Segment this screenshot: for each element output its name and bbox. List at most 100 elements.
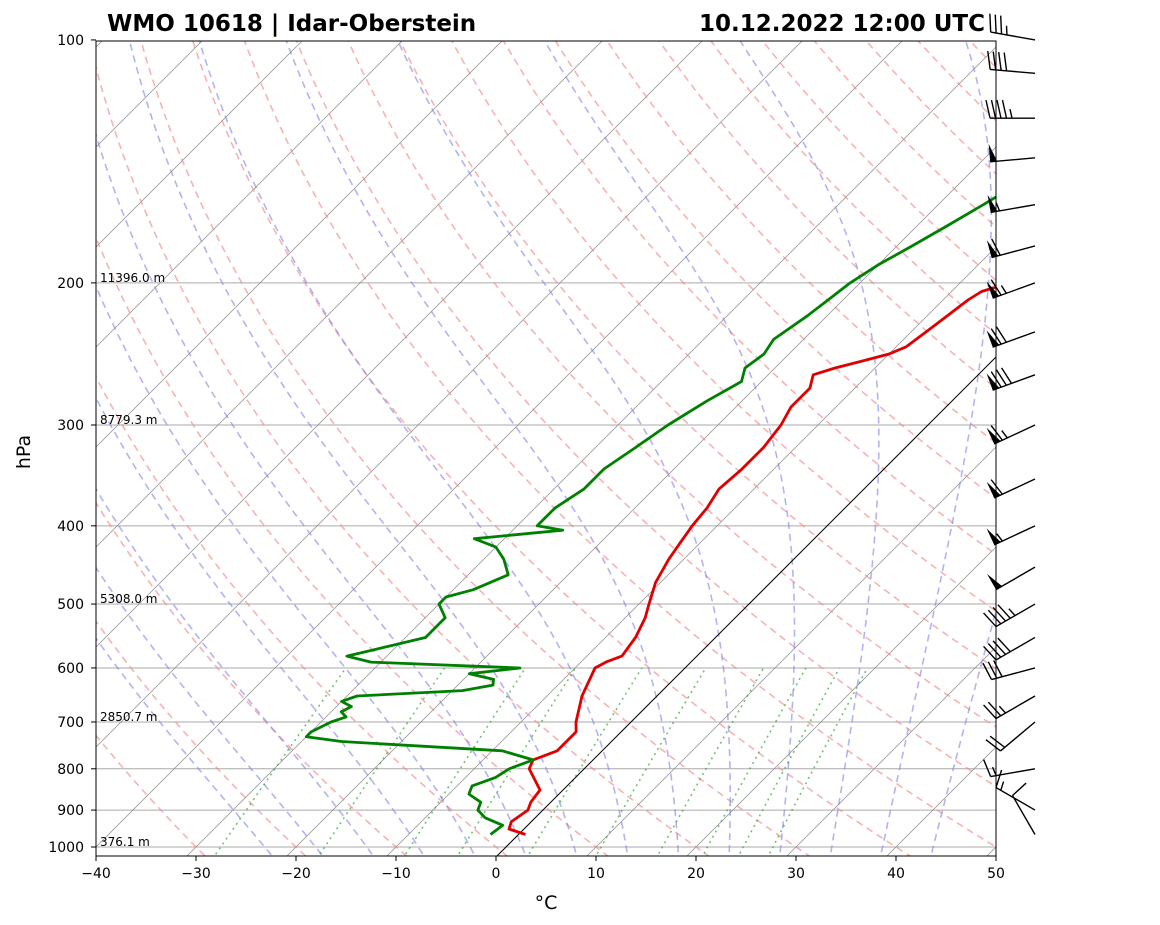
y-tick-label: 1000 [48, 840, 84, 856]
wind-barb [985, 99, 1035, 119]
wind-barb-flag [997, 637, 1011, 653]
y-tick-label: 800 [57, 762, 84, 778]
dry-adiabat [347, 41, 996, 729]
mixing-ratio-line [767, 667, 869, 856]
wind-barb-flag [992, 640, 1007, 655]
moist-adiabat [397, 41, 731, 856]
wind-barb-staff [991, 245, 1036, 259]
mixing-ratio-line [317, 667, 446, 856]
plot-frame [95, 40, 997, 857]
x-tick-label: −40 [81, 866, 111, 882]
wind-barb-flag [989, 735, 1006, 748]
isotherm-line [286, 146, 996, 856]
wind-barb-staff [1011, 795, 1036, 835]
dry-adiabat [968, 41, 996, 69]
dry-adiabat [96, 235, 610, 856]
wind-barb [986, 279, 1036, 299]
height-label: 8779.3 m [100, 413, 158, 427]
x-tick-label: −30 [181, 866, 211, 882]
dry-adiabat [96, 375, 509, 856]
dry-adiabat [243, 41, 996, 848]
dry-adiabat [813, 41, 996, 228]
wind-barb-flag [990, 99, 997, 119]
sounding-series [304, 195, 996, 836]
wind-barb-flag [991, 238, 1001, 256]
isotherm-line [186, 46, 996, 856]
wind-barb-staff [992, 374, 1036, 391]
wind-barb-flag [990, 279, 1002, 296]
wind-barb-flag [983, 612, 997, 628]
isotherm-line [96, 41, 303, 248]
moist-adiabat [96, 284, 476, 856]
wind-barb-half-flag [1008, 608, 1016, 617]
chart-title-datetime: 10.12.2022 12:00 UTC [699, 11, 985, 37]
wind-barb-flag [992, 606, 1007, 622]
wind-barb-flag [998, 52, 1002, 71]
dry-adiabat [450, 41, 996, 613]
wind-barb [986, 367, 1036, 391]
moist-adiabat [96, 396, 425, 856]
wind-barb-flag [983, 704, 997, 719]
wind-barb [982, 660, 1036, 681]
wind-barb-pennant [986, 427, 1001, 445]
wind-barbs [982, 13, 1036, 835]
dry-adiabat [140, 41, 811, 856]
wind-barb-staff [995, 603, 1036, 628]
moist-adiabat [128, 41, 578, 856]
y-tick-label: 200 [57, 276, 84, 292]
wind-barb-pennant [986, 481, 1001, 499]
isotherm-line [986, 846, 996, 856]
dry-adiabat [606, 41, 996, 445]
wind-barb [986, 238, 1036, 259]
wind-barb-pennant [986, 240, 999, 258]
wind-barb-flag [990, 328, 1002, 345]
wind-barb-half-flag [1001, 430, 1008, 439]
y-tick-label: 300 [57, 418, 84, 434]
moist-adiabat [198, 41, 629, 856]
wind-barb-half-flag [1009, 108, 1013, 119]
moist-adiabat [285, 41, 680, 856]
isotherm-line [96, 41, 503, 448]
mixing-ratio-line [403, 667, 527, 856]
wind-barb-staff [990, 768, 1036, 778]
moist-adiabat [879, 41, 993, 856]
dry-adiabat [399, 41, 996, 670]
wind-barb-flag [1001, 99, 1008, 119]
moist-adiabat [96, 566, 324, 856]
wind-barb [987, 194, 1036, 214]
wind-barb-staff [992, 331, 1036, 348]
wind-barb-pennant [986, 528, 1001, 545]
height-labels: 11396.0 m 8779.3 m 5308.0 m 2850.7 m 376.1 m [100, 271, 165, 849]
wind-barb-staff [995, 786, 1036, 811]
wind-barb-staff [991, 667, 1036, 681]
dry-adiabat [502, 41, 996, 556]
wind-barb-half-flag [995, 202, 1001, 212]
x-tick-label: −10 [381, 866, 411, 882]
wind-barb-flag [997, 604, 1011, 619]
wind-barb-flag [992, 51, 997, 70]
wind-barb-pennant [986, 281, 1000, 299]
wind-barb [983, 603, 1036, 628]
wind-barb-flag [1003, 52, 1008, 71]
mixing-ratio-line [656, 667, 765, 856]
wind-barb-half-flag [998, 705, 1007, 714]
dry-adiabat [96, 501, 408, 856]
wind-barb-flag [989, 13, 992, 33]
wind-barb-flag [982, 662, 993, 680]
x-axis-label: °C [535, 892, 558, 914]
wind-barb-staff [993, 478, 1036, 499]
y-axis-label: hPa [13, 435, 35, 469]
wind-barb-staff [993, 424, 1036, 445]
dewpoint-profile-line [304, 195, 996, 836]
height-label: 5308.0 m [100, 592, 158, 606]
moist-adiabat-lines [96, 41, 996, 856]
x-tick-label: 50 [987, 866, 1005, 882]
wind-barb-pennant [986, 330, 1000, 348]
wind-barb-staff [1000, 721, 1036, 752]
wind-barb-flag [990, 479, 1003, 495]
wind-barb [986, 478, 1036, 499]
dry-adiabat-lines [96, 41, 996, 856]
moist-adiabat [930, 608, 996, 856]
wind-barb [986, 326, 1036, 348]
